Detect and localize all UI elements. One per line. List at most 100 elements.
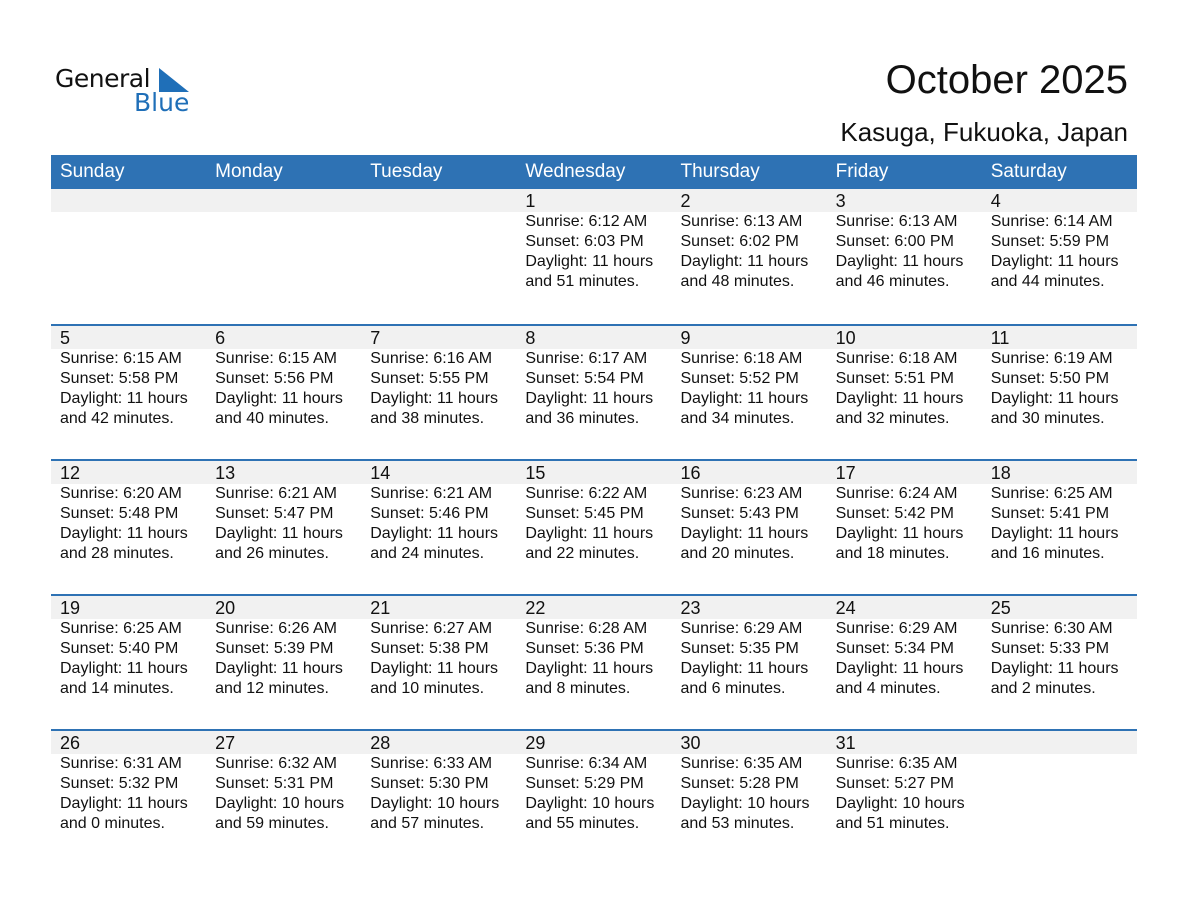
weekday-monday: Monday [215, 161, 283, 182]
day-number: 22 [525, 598, 546, 618]
sunrise-text: Sunrise: 6:16 AM [370, 350, 493, 367]
daylight-text: Daylight: 10 hours [835, 795, 965, 812]
day-number: 2 [680, 191, 691, 211]
daylight-text: Daylight: 11 hours [680, 525, 809, 542]
daylight-text: Daylight: 11 hours [835, 525, 964, 542]
day-cell: 23 Sunrise: 6:29 AM Sunset: 5:35 PM Dayligh… [672, 596, 827, 699]
sunrise-text: Sunrise: 6:15 AM [60, 350, 182, 367]
day-cell: 22 Sunrise: 6:28 AM Sunset: 5:36 PM Dayligh… [516, 596, 671, 699]
sunset-text: Sunset: 5:39 PM [215, 640, 334, 657]
sunrise-text: Sunrise: 6:13 AM [835, 213, 958, 230]
day-cell: 6 Sunrise: 6:15 AM Sunset: 5:56 PM Daylight… [206, 326, 361, 429]
daylight-text: Daylight: 10 hours [525, 795, 655, 812]
sunset-text: Sunset: 5:32 PM [60, 775, 179, 792]
daylight-minutes-text: and 12 minutes. [215, 680, 329, 697]
day-cell: 14 Sunrise: 6:21 AM Sunset: 5:46 PM Dayligh… [361, 461, 516, 564]
week-row: 26 Sunrise: 6:31 AM Sunset: 5:32 PM Dayligh… [51, 729, 1137, 864]
sunrise-text: Sunrise: 6:29 AM [835, 620, 958, 637]
daylight-minutes-text: and 34 minutes. [680, 410, 795, 427]
daylight-text: Daylight: 10 hours [215, 795, 345, 812]
daylight-minutes-text: and 38 minutes. [370, 410, 485, 427]
sunrise-text: Sunrise: 6:23 AM [680, 485, 803, 502]
day-number-band [51, 596, 1137, 619]
day-cell: 8 Sunrise: 6:17 AM Sunset: 5:54 PM Daylight… [516, 326, 671, 429]
daylight-text: Daylight: 11 hours [525, 660, 654, 677]
daylight-text: Daylight: 11 hours [215, 390, 343, 407]
daylight-text: Daylight: 11 hours [990, 660, 1119, 677]
day-cell: 30 Sunrise: 6:35 AM Sunset: 5:28 PM Dayligh… [672, 731, 827, 834]
sunset-text: Sunset: 6:03 PM [525, 233, 644, 250]
sunset-text: Sunset: 5:48 PM [60, 505, 179, 522]
empty-cell [361, 189, 516, 292]
day-number: 30 [680, 733, 701, 753]
sunset-text: Sunset: 5:56 PM [215, 370, 334, 387]
sunset-text: Sunset: 5:51 PM [835, 370, 954, 387]
generalblue-logo: General Blue [55, 64, 195, 119]
day-number: 1 [525, 191, 536, 211]
day-number: 7 [370, 328, 381, 348]
daylight-text: Daylight: 11 hours [680, 660, 809, 677]
daylight-text: Daylight: 11 hours [680, 253, 809, 270]
sunrise-text: Sunrise: 6:13 AM [680, 213, 803, 230]
daylight-text: Daylight: 11 hours [60, 795, 188, 812]
sunrise-text: Sunrise: 6:31 AM [60, 755, 182, 772]
day-cell: 11 Sunrise: 6:19 AM Sunset: 5:50 PM Dayligh… [982, 326, 1137, 429]
daylight-text: Daylight: 11 hours [215, 660, 343, 677]
day-cell: 4 Sunrise: 6:14 AM Sunset: 5:59 PM Daylight… [982, 189, 1137, 292]
day-cell: 21 Sunrise: 6:27 AM Sunset: 5:38 PM Dayligh… [361, 596, 516, 699]
day-cell: 2 Sunrise: 6:13 AM Sunset: 6:02 PM Daylight… [672, 189, 827, 292]
sunset-text: Sunset: 5:31 PM [215, 775, 334, 792]
day-number: 24 [835, 598, 856, 618]
sunrise-text: Sunrise: 6:18 AM [835, 350, 958, 367]
location-subtitle: Kasuga, Fukuoka, Japan [840, 117, 1128, 147]
sunrise-text: Sunrise: 6:25 AM [990, 485, 1113, 502]
day-number: 18 [990, 463, 1011, 483]
day-number: 5 [60, 328, 71, 348]
daylight-text: Daylight: 11 hours [60, 660, 188, 677]
daylight-text: Daylight: 10 hours [370, 795, 500, 812]
weekday-sunday: Sunday [60, 161, 125, 182]
daylight-minutes-text: and 28 minutes. [60, 545, 174, 562]
daylight-minutes-text: and 51 minutes. [835, 815, 950, 832]
daylight-text: Daylight: 10 hours [680, 795, 810, 812]
sunrise-text: Sunrise: 6:35 AM [835, 755, 958, 772]
sunrise-text: Sunrise: 6:17 AM [525, 350, 648, 367]
sunset-text: Sunset: 5:52 PM [680, 370, 799, 387]
sunset-text: Sunset: 5:55 PM [370, 370, 489, 387]
daylight-text: Daylight: 11 hours [370, 525, 499, 542]
sunrise-text: Sunrise: 6:18 AM [680, 350, 803, 367]
daylight-text: Daylight: 11 hours [215, 525, 343, 542]
daylight-text: Daylight: 11 hours [990, 525, 1119, 542]
empty-cell [982, 731, 1137, 834]
sunset-text: Sunset: 5:36 PM [525, 640, 644, 657]
weekday-friday: Friday [835, 161, 889, 182]
day-number: 11 [990, 328, 1010, 348]
day-cell: 13 Sunrise: 6:21 AM Sunset: 5:47 PM Dayligh… [206, 461, 361, 564]
sunset-text: Sunset: 5:45 PM [525, 505, 644, 522]
daylight-text: Daylight: 11 hours [990, 253, 1119, 270]
day-number: 21 [370, 598, 391, 618]
daylight-minutes-text: and 51 minutes. [525, 273, 640, 290]
daylight-minutes-text: and 16 minutes. [990, 545, 1105, 562]
day-cell: 5 Sunrise: 6:15 AM Sunset: 5:58 PM Daylight… [51, 326, 206, 429]
sunset-text: Sunset: 5:58 PM [60, 370, 179, 387]
sunset-text: Sunset: 5:59 PM [990, 233, 1110, 250]
weekday-saturday: Saturday [990, 161, 1067, 182]
day-number: 4 [990, 191, 1001, 211]
calendar-grid: Sunday Monday Tuesday Wednesday Thursday Frid… [51, 155, 1137, 864]
day-number: 15 [525, 463, 546, 483]
sunset-text: Sunset: 5:43 PM [680, 505, 799, 522]
day-number-band [51, 461, 1137, 484]
sunrise-text: Sunrise: 6:22 AM [525, 485, 648, 502]
day-number: 12 [60, 463, 81, 483]
day-number: 31 [835, 733, 856, 753]
day-number: 14 [370, 463, 391, 483]
sunrise-text: Sunrise: 6:35 AM [680, 755, 803, 772]
day-number: 16 [680, 463, 701, 483]
daylight-text: Daylight: 11 hours [60, 390, 188, 407]
sunset-text: Sunset: 5:30 PM [370, 775, 489, 792]
day-cell: 31 Sunrise: 6:35 AM Sunset: 5:27 PM Dayligh… [827, 731, 982, 834]
daylight-minutes-text: and 44 minutes. [990, 273, 1105, 290]
daylight-text: Daylight: 11 hours [835, 390, 964, 407]
day-cell: 3 Sunrise: 6:13 AM Sunset: 6:00 PM Daylight… [827, 189, 982, 292]
